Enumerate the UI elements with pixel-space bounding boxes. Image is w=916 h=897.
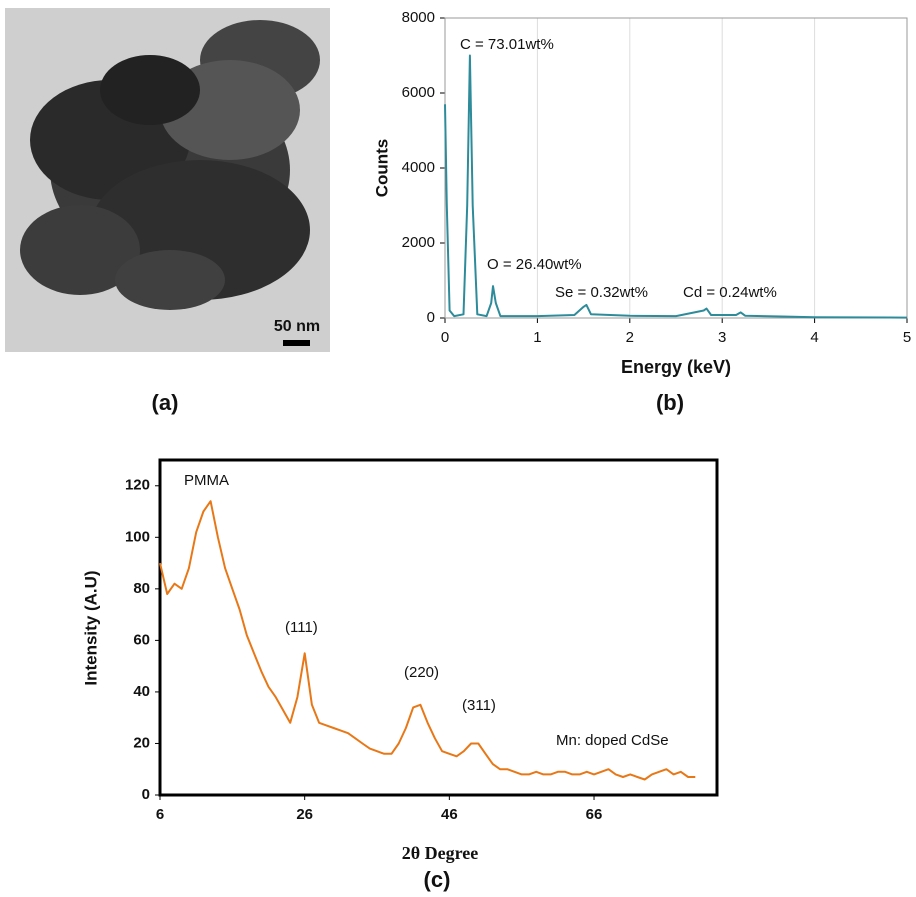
annotation: Se = 0.32wt% (555, 284, 648, 301)
annotation: (220) (404, 664, 439, 681)
x-tick-label: 4 (810, 329, 818, 346)
x-axis-label: 2θ Degree (402, 843, 479, 863)
x-tick-label: 1 (533, 329, 541, 346)
y-tick-label: 8000 (402, 9, 435, 26)
annotation: Cd = 0.24wt% (683, 284, 777, 301)
y-tick-label: 0 (142, 786, 150, 803)
y-axis-label: Intensity (A.U) (81, 570, 100, 685)
annotation: (111) (285, 619, 318, 636)
data-line (444, 54, 908, 319)
y-tick-label: 40 (133, 683, 150, 700)
y-axis-label: Counts (372, 139, 391, 198)
y-tick-label: 4000 (402, 159, 435, 176)
panel-caption: (a) (152, 390, 179, 415)
plot-frame (444, 17, 908, 319)
panel-caption: (b) (656, 390, 684, 415)
y-tick-label: 100 (125, 528, 150, 545)
annotation: Mn: doped CdSe (556, 732, 669, 749)
panel-caption: (c) (424, 867, 451, 892)
tem-image: 50 nm (5, 8, 330, 352)
x-tick-label: 3 (718, 329, 726, 346)
y-tick-label: 60 (133, 631, 150, 648)
y-tick-label: 120 (125, 477, 150, 494)
data-line (159, 500, 696, 781)
x-tick-label: 26 (296, 806, 313, 823)
y-tick-label: 80 (133, 580, 150, 597)
x-tick-label: 66 (586, 806, 603, 823)
x-tick-label: 2 (626, 329, 634, 346)
y-tick-label: 6000 (402, 84, 435, 101)
x-tick-label: 46 (441, 806, 458, 823)
y-tick-label: 2000 (402, 234, 435, 251)
annotation: O = 26.40wt% (487, 256, 582, 273)
plot-frame (158, 458, 719, 797)
annotation: PMMA (184, 472, 229, 489)
scale-label: 50 nm (274, 318, 320, 335)
x-tick-label: 6 (156, 806, 164, 823)
x-tick-label: 5 (903, 329, 911, 346)
x-tick-label: 0 (441, 329, 449, 346)
y-tick-label: 0 (427, 309, 435, 326)
y-tick-label: 20 (133, 734, 150, 751)
annotation: C = 73.01wt% (460, 36, 554, 53)
x-axis-label: Energy (keV) (621, 357, 731, 377)
annotation: (311) (462, 697, 496, 714)
